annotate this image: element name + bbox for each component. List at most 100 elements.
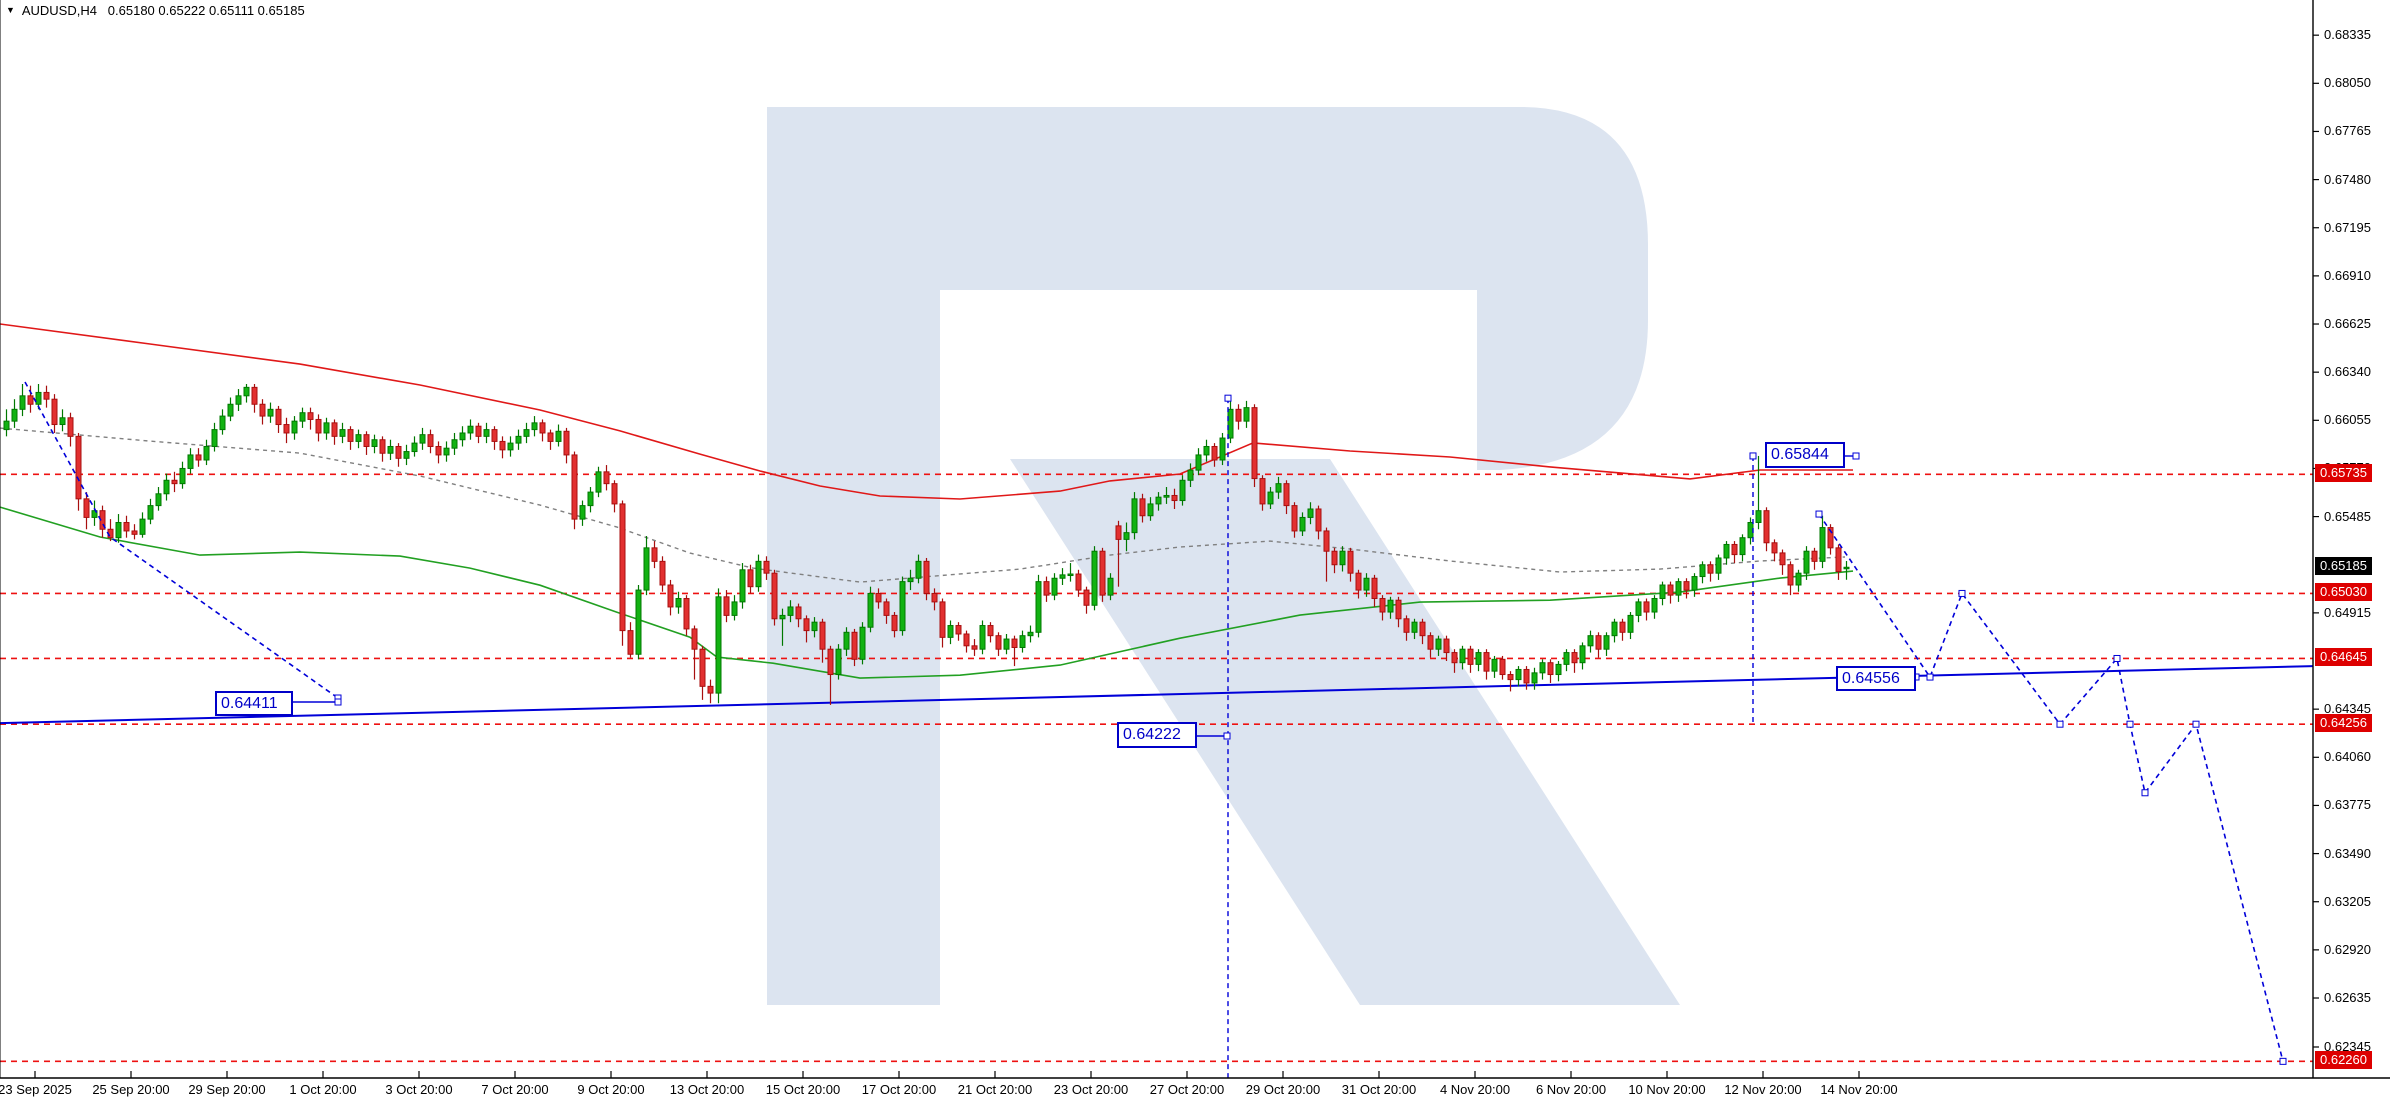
marker-handle[interactable] (1224, 394, 1232, 402)
candle-body (1251, 407, 1258, 480)
symbol-title: ▼ AUDUSD,H4 0.65180 0.65222 0.65111 0.65… (6, 3, 305, 18)
candle-body (1307, 508, 1314, 518)
candle-body (907, 577, 914, 583)
level-price-tag: 0.64645 (2315, 648, 2372, 667)
zigzag-vertex-handle[interactable] (1926, 673, 1934, 681)
annotation-anchor[interactable] (334, 698, 342, 706)
date-axis-label[interactable]: 25 Sep 20:00 (92, 1082, 170, 1097)
date-axis-label[interactable]: 27 Oct 20:00 (1149, 1082, 1225, 1097)
candle-body (291, 420, 298, 434)
date-axis-label[interactable]: 15 Oct 20:00 (765, 1082, 841, 1097)
candle-body (451, 439, 458, 449)
candle-body (787, 606, 794, 616)
date-axis-label[interactable]: 13 Oct 20:00 (669, 1082, 745, 1097)
zigzag-vertex-handle[interactable] (2126, 720, 2134, 728)
date-axis-label[interactable]: 7 Oct 20:00 (481, 1082, 549, 1097)
zigzag-vertex-handle[interactable] (2192, 720, 2200, 728)
forecast-zigzag[interactable] (1818, 513, 2284, 1062)
candle-body (659, 560, 666, 586)
candle-body (1195, 454, 1202, 471)
candle-body (267, 408, 274, 417)
date-axis-label[interactable]: 21 Oct 20:00 (957, 1082, 1033, 1097)
candle-body (139, 518, 146, 535)
price-annotation-box[interactable]: 0.64222 (1117, 722, 1197, 748)
ma-upper-red[interactable] (0, 323, 1853, 500)
date-axis-label[interactable]: 10 Nov 20:00 (1628, 1082, 1706, 1097)
candle-body (195, 454, 202, 461)
date-axis-label[interactable]: 9 Oct 20:00 (577, 1082, 645, 1097)
date-axis-label[interactable]: 4 Nov 20:00 (1439, 1082, 1511, 1097)
candle-body (571, 454, 578, 520)
ma-lower-green[interactable] (0, 506, 1854, 679)
candle-body (731, 601, 738, 616)
candle-body (1395, 599, 1402, 620)
candle-body (915, 560, 922, 579)
candle-body (739, 569, 746, 603)
candle-body (1803, 550, 1810, 574)
date-axis-label[interactable]: 3 Oct 20:00 (385, 1082, 453, 1097)
zigzag-vertex-handle[interactable] (2056, 720, 2064, 728)
candle-body (1539, 662, 1546, 674)
zigzag-vertex-handle[interactable] (2141, 789, 2149, 797)
date-axis-label[interactable]: 12 Nov 20:00 (1724, 1082, 1802, 1097)
candle-body (1827, 527, 1834, 549)
date-axis-label[interactable]: 23 Sep 2025 (0, 1082, 72, 1097)
annotation-anchor[interactable] (1852, 452, 1860, 460)
candle-body (1771, 542, 1778, 554)
candle-body (483, 429, 490, 437)
price-axis-label: 0.64345 (2324, 701, 2371, 717)
candle-body (467, 425, 474, 434)
candle-body (1259, 478, 1266, 505)
zigzag-vertex-handle[interactable] (2279, 1057, 2287, 1065)
candle-body (1027, 631, 1034, 637)
candle-body (1603, 635, 1610, 650)
symbol-dropdown-icon[interactable]: ▼ (6, 5, 15, 15)
candle-body (1715, 557, 1722, 574)
candle-body (1459, 648, 1466, 664)
zigzag-vertex-handle[interactable] (1958, 589, 1966, 597)
projection-line-left[interactable] (24, 381, 339, 699)
candle-body (1731, 543, 1738, 556)
candle-body (987, 625, 994, 637)
candle-body (27, 395, 34, 405)
candle-body (1787, 564, 1794, 586)
candle-body (307, 412, 314, 420)
price-axis-label: 0.68335 (2324, 27, 2371, 43)
date-axis-label[interactable]: 23 Oct 20:00 (1053, 1082, 1129, 1097)
candle-body (547, 432, 554, 442)
candle-body (1163, 494, 1170, 498)
candle-body (707, 685, 714, 694)
candle-body (315, 418, 322, 434)
date-axis-label[interactable]: 1 Oct 20:00 (289, 1082, 357, 1097)
candle-body (363, 434, 370, 447)
candle-body (1507, 674, 1514, 681)
price-annotation-box[interactable]: 0.65844 (1765, 442, 1845, 468)
date-axis-label[interactable]: 14 Nov 20:00 (1820, 1082, 1898, 1097)
date-axis-label[interactable]: 6 Nov 20:00 (1535, 1082, 1607, 1097)
price-axis-label: 0.67195 (2324, 219, 2371, 235)
candle-body (371, 439, 378, 447)
date-axis-label[interactable]: 31 Oct 20:00 (1341, 1082, 1417, 1097)
annotation-anchor[interactable] (1223, 732, 1231, 740)
zigzag-vertex-handle[interactable] (1815, 510, 1823, 518)
price-annotation-box[interactable]: 0.64556 (1836, 666, 1916, 691)
candle-body (1747, 522, 1754, 539)
price-annotation-box[interactable]: 0.64411 (215, 691, 293, 716)
candle-body (1523, 668, 1530, 684)
marker-handle[interactable] (1749, 452, 1757, 460)
date-axis-label[interactable]: 17 Oct 20:00 (861, 1082, 937, 1097)
candle-body (1099, 550, 1106, 596)
candle-body (515, 435, 522, 444)
price-axis-label: 0.68050 (2324, 75, 2371, 91)
candle-body (235, 395, 242, 405)
zigzag-vertex-handle[interactable] (2113, 654, 2121, 662)
date-axis-label[interactable]: 29 Oct 20:00 (1245, 1082, 1321, 1097)
date-axis-label[interactable]: 29 Sep 20:00 (188, 1082, 266, 1097)
candle-body (1819, 527, 1826, 562)
candle-body (627, 630, 634, 655)
candle-body (523, 429, 530, 437)
candle-body (1835, 547, 1842, 572)
watermark-letter-bowl (940, 107, 1648, 470)
